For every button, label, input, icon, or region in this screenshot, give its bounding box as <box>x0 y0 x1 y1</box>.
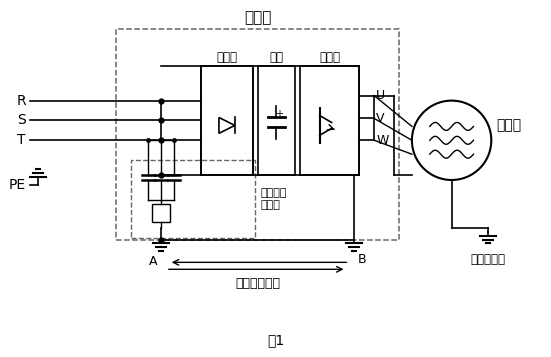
Bar <box>116 29 399 240</box>
Text: 变频器: 变频器 <box>244 10 271 25</box>
Text: S: S <box>17 114 26 127</box>
Text: U: U <box>376 89 385 102</box>
Bar <box>300 66 359 175</box>
Text: V: V <box>376 112 385 125</box>
Text: B: B <box>358 253 366 266</box>
Text: 变频器接地端: 变频器接地端 <box>235 277 280 290</box>
Text: +: + <box>276 109 283 119</box>
Bar <box>131 160 255 237</box>
Text: 电动机: 电动机 <box>496 119 521 132</box>
Text: 整流桥: 整流桥 <box>217 51 237 64</box>
Text: 电机接地端: 电机接地端 <box>471 253 506 266</box>
Text: R: R <box>17 94 26 107</box>
Text: A: A <box>148 255 157 268</box>
Text: W: W <box>376 134 388 147</box>
Bar <box>201 66 253 175</box>
Text: T: T <box>18 133 26 147</box>
Text: PE: PE <box>9 178 26 192</box>
Text: 感应浪涌
滤波器: 感应浪涌 滤波器 <box>260 188 287 210</box>
Bar <box>152 204 170 222</box>
Text: 图1: 图1 <box>267 334 284 348</box>
Text: 电容: 电容 <box>269 51 284 64</box>
Text: 逆变桥: 逆变桥 <box>319 51 340 64</box>
Bar <box>258 66 295 175</box>
